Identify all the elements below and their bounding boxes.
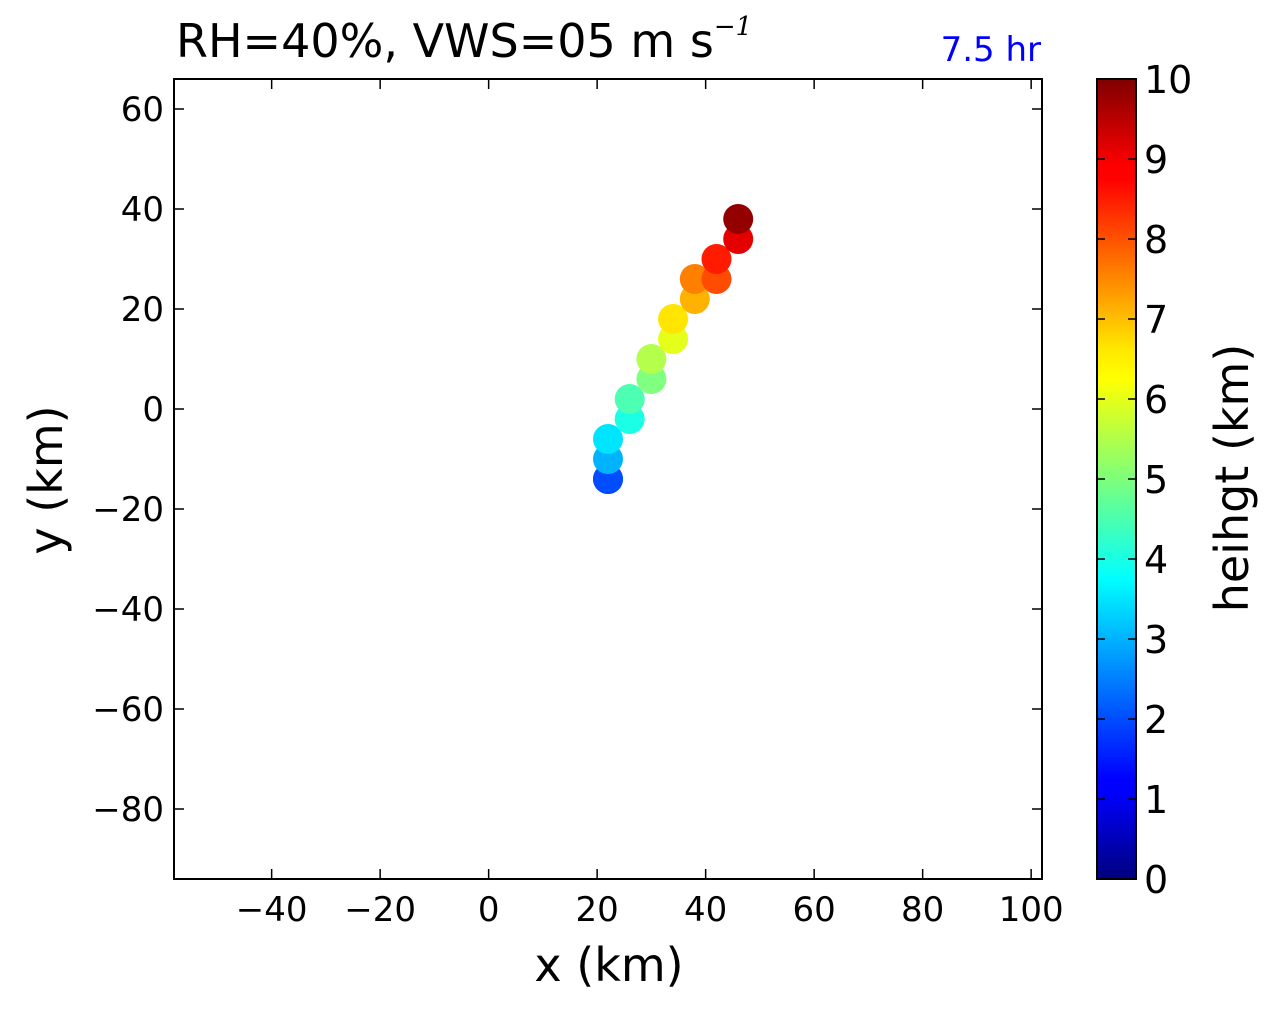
scatter-point — [701, 244, 732, 274]
x-axis-label: x (km) — [534, 938, 684, 992]
y-tick-label: 20 — [121, 290, 164, 330]
scatter-point — [658, 304, 689, 334]
colorbar-tick-label: 3 — [1144, 618, 1168, 662]
scatter-point — [679, 264, 710, 294]
scatter-point — [636, 344, 667, 374]
colorbar-tick-label: 9 — [1144, 138, 1168, 182]
colorbar-tick-label: 10 — [1144, 58, 1192, 102]
x-tick-label: 40 — [684, 890, 727, 930]
scatter-point — [723, 204, 754, 234]
scatter-point — [614, 384, 645, 414]
y-tick-label: 0 — [142, 390, 164, 430]
colorbar-label: heihgt (km) — [1205, 343, 1259, 613]
colorbar-tick-label: 0 — [1144, 858, 1168, 902]
chart-title-exponent: −1 — [713, 11, 753, 42]
colorbar-tick-label: 1 — [1144, 778, 1168, 822]
colorbar-tick-label: 7 — [1144, 298, 1168, 342]
x-tick-label: 60 — [793, 890, 836, 930]
colorbar-tick-label: 6 — [1144, 378, 1168, 422]
y-tick-label: −40 — [92, 590, 164, 630]
x-tick-label: 80 — [901, 890, 944, 930]
chart-title: RH=40%, VWS=05 m s−1 — [176, 11, 753, 68]
y-tick-label: 60 — [121, 90, 164, 130]
x-tick-label: −20 — [344, 890, 416, 930]
y-axis-label: y (km) — [19, 405, 73, 555]
scatter-point — [593, 424, 623, 454]
plot-frame — [173, 78, 1043, 880]
scatter-points — [593, 204, 754, 494]
colorbar: 0 1 2 3 4 5 6 7 8 9 10 — [1096, 58, 1192, 902]
colorbar-tick-label: 2 — [1144, 698, 1168, 742]
colorbar-tick-label: 4 — [1144, 538, 1168, 582]
y-tick-label: −80 — [92, 790, 164, 830]
plot-axes: −40 −20 0 20 40 60 80 100 −80 −60 −40 −20 0 20 40 60 — [92, 78, 1064, 930]
y-tick-label: −60 — [92, 690, 164, 730]
colorbar-tick-label: 8 — [1144, 218, 1168, 262]
y-tick-label: 40 — [121, 190, 164, 230]
x-tick-label: 0 — [478, 890, 500, 930]
time-annotation: 7.5 hr — [940, 30, 1041, 70]
chart-title-text: RH=40%, VWS=05 m s — [176, 14, 714, 68]
colorbar-tick-label: 5 — [1144, 458, 1168, 502]
x-tick-label: 20 — [576, 890, 619, 930]
x-tick-label: −40 — [236, 890, 308, 930]
y-tick-label: −20 — [92, 490, 164, 530]
x-tick-label: 100 — [999, 890, 1064, 930]
